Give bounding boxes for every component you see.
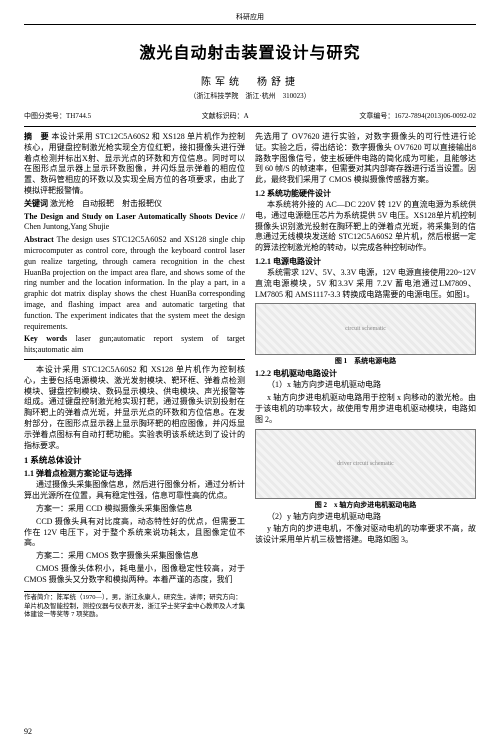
footnote: 作者简介：陈军统（1970—），男，浙江永康人，研究生，讲师；研究方向：单片机及…: [24, 594, 245, 619]
footnote-rule: [24, 591, 101, 592]
article-id: 文章编号：1672-7894(2013)06-0092-02: [359, 111, 476, 121]
p11a: 通过摄像头采集图像信息，然后进行图像分析，通过分析计算出光源所在位置，具有稳定性…: [24, 480, 245, 502]
page-category: 科研应用: [24, 12, 476, 25]
abstract-en-text: The design uses STC12C5A60S2 and XS128 s…: [24, 235, 245, 330]
figure-2: driver circuit schematic: [255, 429, 476, 499]
clc-number: 中图分类号：TH744.5: [24, 111, 91, 121]
p11d: 方案二：采用 CMOS 数字摄像头采集图像信息: [24, 551, 245, 562]
keywords-cn: 关键词 激光枪 自动报靶 射击报靶仪: [24, 199, 245, 210]
right-column: 先选用了 OV7620 进行实验，对数字摄像头的可行性进行论证。实验之后，得出结…: [255, 132, 476, 620]
affiliation: （浙江科技学院 浙江·杭州 310023）: [24, 91, 476, 101]
section-1-2: 1.2 系统功能硬件设计: [255, 188, 476, 199]
keywords-en: Key words laser gun;automatic report sys…: [24, 334, 245, 356]
figure-2-caption: 图 2 x 轴方向步进电机驱动电路: [255, 500, 476, 510]
p11b: 方案一：采用 CCD 模拟摄像头采集图像信息: [24, 504, 245, 515]
keywords-cn-text: 激光枪 自动报靶 射击报靶仪: [50, 199, 162, 208]
meta-row: 中图分类号：TH744.5 文献标识码：A 文章编号：1672-7894(201…: [24, 111, 476, 121]
left-column: 摘 要 本设计采用 STC12C5A60S2 和 XS128 单片机作为控制核心…: [24, 132, 245, 620]
abstract-cn-label: 摘 要: [24, 132, 49, 141]
p11e: CMOS 摄像头体积小，耗电量小，图像稳定性较高，对于CMOS 摄像头又分数字和…: [24, 564, 245, 586]
authors: 陈军统 杨舒捷: [24, 73, 476, 88]
title-en: The Design and Study on Laser Automatica…: [24, 212, 245, 234]
divider-line: [24, 126, 476, 127]
p122d: y 轴方向的步进电机，不像对驱动电机的功率要求不高，故该设计采用单片机三极管搭建…: [255, 524, 476, 546]
abstract-cn: 摘 要 本设计采用 STC12C5A60S2 和 XS128 单片机作为控制核心…: [24, 132, 245, 197]
section-1: 1 系统总体设计: [24, 454, 245, 466]
section-1-2-1: 1.2.1 电源电路设计: [255, 256, 476, 267]
p122a: （1）x 轴方向步进电机驱动电路: [255, 380, 476, 391]
intro-paragraph: 本设计采用 STC12C5A60S2 和 XS128 单片机作为控制核心，主要包…: [24, 365, 245, 451]
p-right-top: 先选用了 OV7620 进行实验，对数字摄像头的可行性进行论证。实验之后，得出结…: [255, 132, 476, 186]
keywords-cn-label: 关键词: [24, 199, 48, 208]
abstract-cn-text: 本设计采用 STC12C5A60S2 和 XS128 单片机作为控制核心，用键盘…: [24, 132, 245, 195]
doc-code: 文献标识码：A: [202, 111, 249, 121]
section-1-1: 1.1 弹着点检测方案论证与选择: [24, 468, 245, 479]
figure-1-caption: 图 1 系统电源电路: [255, 356, 476, 366]
p11c: CCD 摄像头具有对比度高，动态特性好的优点，但需要工作在 12V 电压下，对于…: [24, 517, 245, 549]
paper-title: 激光自动射击装置设计与研究: [24, 39, 476, 63]
footnote-label: 作者简介：: [24, 594, 57, 601]
two-column-layout: 摘 要 本设计采用 STC12C5A60S2 和 XS128 单片机作为控制核心…: [24, 132, 476, 620]
figure-1: circuit schematic: [255, 303, 476, 355]
abstract-en-label: Abstract: [24, 235, 54, 244]
p121: 系统需求 12V、5V、3.3V 电源，12V 电源直接使用220~12V 直流…: [255, 268, 476, 300]
keywords-en-label: Key words: [24, 334, 67, 343]
p12a: 本系统将外接的 AC—DC 220V 转 12V 的直流电源为系统供电，通过电源…: [255, 200, 476, 254]
footnote-text: 陈军统（1970—），男，浙江永康人，研究生，讲师；研究方向：单片机及智能控制，…: [24, 594, 245, 618]
p122b: x 轴方向步进电机驱动电路用于控制 x 向移动的激光枪。由于该电机的功率较大，故…: [255, 393, 476, 425]
title-en-text: The Design and Study on Laser Automatica…: [24, 212, 238, 221]
p122c: （2）y 轴方向步进电机驱动电路: [255, 512, 476, 523]
section-1-2-2: 1.2.2 电机驱动电路设计: [255, 368, 476, 379]
abstract-divider: [24, 359, 245, 360]
abstract-en: Abstract The design uses STC12C5A60S2 an…: [24, 235, 245, 332]
page-number: 92: [24, 727, 32, 736]
